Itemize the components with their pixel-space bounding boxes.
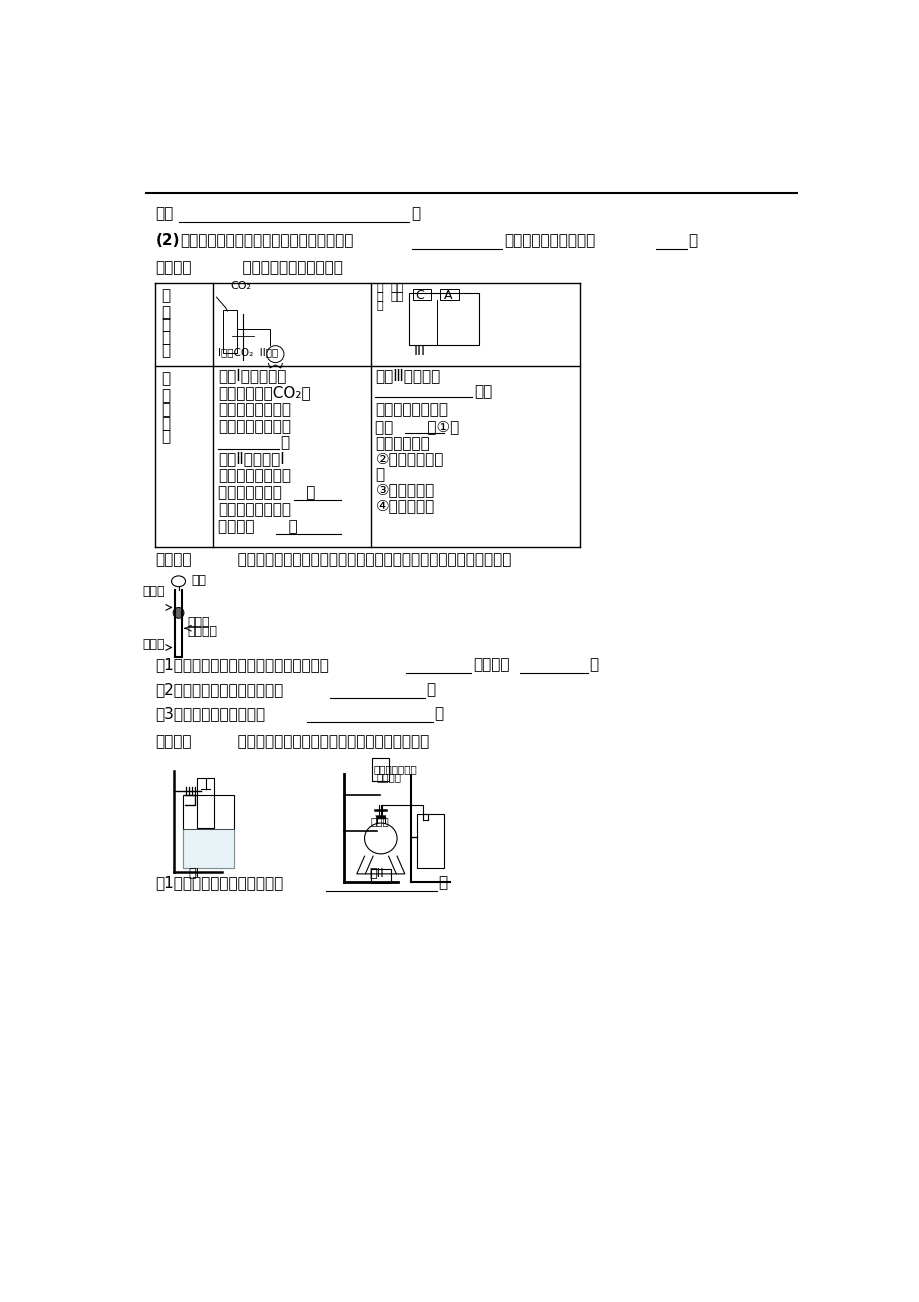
Text: 验: 验 [162,305,170,320]
Text: （2）放入少量生石灰的作用是: （2）放入少量生石灰的作用是 [155,682,283,697]
Text: 氨: 氨 [377,292,383,302]
Text: 。: 。 [437,875,447,891]
Text: 。: 。 [589,658,597,672]
Text: I通入CO₂  II加热: I通入CO₂ II加热 [218,348,278,358]
Text: 溶液: 溶液 [391,292,403,302]
Text: 题: 题 [162,430,170,444]
Text: 中所得的混合液加: 中所得的混合液加 [218,469,290,483]
Text: 。: 。 [426,682,436,697]
Text: 根据实验内容回答问题：: 根据实验内容回答问题： [223,259,343,275]
Text: 号）       。①氨: 号） 。①氨 [375,419,460,434]
Text: 热，实验现象是     ，: 热，实验现象是 ， [218,486,315,500]
Text: 置: 置 [162,329,170,345]
Polygon shape [375,815,386,819]
Bar [197,777,214,828]
Text: ③氨水呈碱性: ③氨水呈碱性 [375,482,434,497]
Text: 的混合液: 的混合液 [377,772,402,783]
Bar [409,293,479,345]
Text: ，此: ，此 [473,384,492,398]
Circle shape [173,608,184,618]
Text: 酚酞: 酚酞 [391,283,403,293]
Text: 图II: 图II [369,867,383,880]
Text: 为：: 为： [155,206,174,221]
Text: 溶液变红的物质是: 溶液变红的物质是 [218,419,290,434]
Bar [370,870,391,881]
Text: ；: ； [411,206,420,221]
Text: 程式为：       。: 程式为： 。 [218,519,298,534]
Text: 小然同学设计探究分子运动的实验如图，请按要求完成下列各小题：: 小然同学设计探究分子运动的实验如图，请按要求完成下列各小题： [223,552,511,568]
Text: （1）该反应的文字表达式为：: （1）该反应的文字表达式为： [155,875,283,891]
Text: （1）滴入适量浓氨水后，观察到酚酞试纸: （1）滴入适量浓氨水后，观察到酚酞试纸 [155,658,329,672]
Bar [440,289,459,301]
Text: 该实验使紫色石蕊: 该实验使紫色石蕊 [218,402,290,417]
Text: 发生反应的化学方: 发生反应的化学方 [218,503,290,517]
Text: 水: 水 [377,302,383,311]
Text: 。: 。 [687,233,697,247]
Text: 气球: 气球 [191,574,206,587]
Text: III: III [413,344,425,358]
Text: 实验室常用稀盐酸和石灰石反应制取二氧化碳。: 实验室常用稀盐酸和石灰石反应制取二氧化碳。 [223,734,429,749]
Text: 题十三：: 题十三： [155,734,191,749]
Text: 。: 。 [279,435,289,450]
Text: 现: 现 [162,371,170,387]
Text: 动: 动 [375,467,384,482]
Text: 题十二：: 题十二： [155,552,191,568]
Text: 问: 问 [162,417,170,431]
Text: A: A [443,289,451,302]
Text: 实验Ⅰ是向紫色石: 实验Ⅰ是向紫色石 [218,368,286,383]
Bar [183,794,233,867]
Text: 生石灰: 生石灰 [142,638,165,651]
Text: 石灰石: 石灰石 [370,816,389,825]
Text: C: C [415,289,424,302]
Text: ，原因是: ，原因是 [472,658,509,672]
Text: 酚酞试纸: 酚酞试纸 [187,625,218,638]
Text: 蕊溶液中通入CO₂，: 蕊溶液中通入CO₂， [218,385,311,400]
Bar [223,310,237,353]
Text: ②酚酞分子不运: ②酚酞分子不运 [375,452,443,466]
Text: 请写出实验室制取二氧化碳的文字表达式：: 请写出实验室制取二氧化碳的文字表达式： [180,233,353,247]
Text: 稀硫酸和氯化铵: 稀硫酸和氯化铵 [373,764,416,775]
Polygon shape [183,829,233,867]
Text: ④氨水易挥发: ④氨水易挥发 [375,497,434,513]
Bar [417,814,444,867]
Text: (2): (2) [155,233,179,247]
Text: 题十一：: 题十一： [155,259,191,275]
Text: 。: 。 [434,707,443,721]
Text: 湿润的: 湿润的 [187,616,210,629]
Text: 实验Ⅱ是将实验Ⅰ: 实验Ⅱ是将实验Ⅰ [218,452,285,466]
Text: 图I: 图I [188,867,199,880]
Text: 图: 图 [162,342,170,358]
Text: CO₂: CO₂ [231,281,251,292]
Text: 浓: 浓 [377,283,383,293]
Text: 象: 象 [162,388,170,404]
Text: 及: 及 [162,402,170,417]
Text: 。应选择的实验仪器有: 。应选择的实验仪器有 [504,233,595,247]
Text: 装: 装 [162,318,170,332]
Bar [412,289,431,301]
Text: 浓氨水: 浓氨水 [142,585,165,598]
Bar [372,758,389,781]
Text: 实: 实 [162,288,170,303]
Text: 分子不断运动: 分子不断运动 [375,436,430,450]
Text: （3）装置中气球的作用是: （3）装置中气球的作用是 [155,707,266,721]
Text: 实验说明了（填序: 实验说明了（填序 [375,402,448,417]
Text: 实验Ⅲ的现象是: 实验Ⅲ的现象是 [375,368,440,383]
